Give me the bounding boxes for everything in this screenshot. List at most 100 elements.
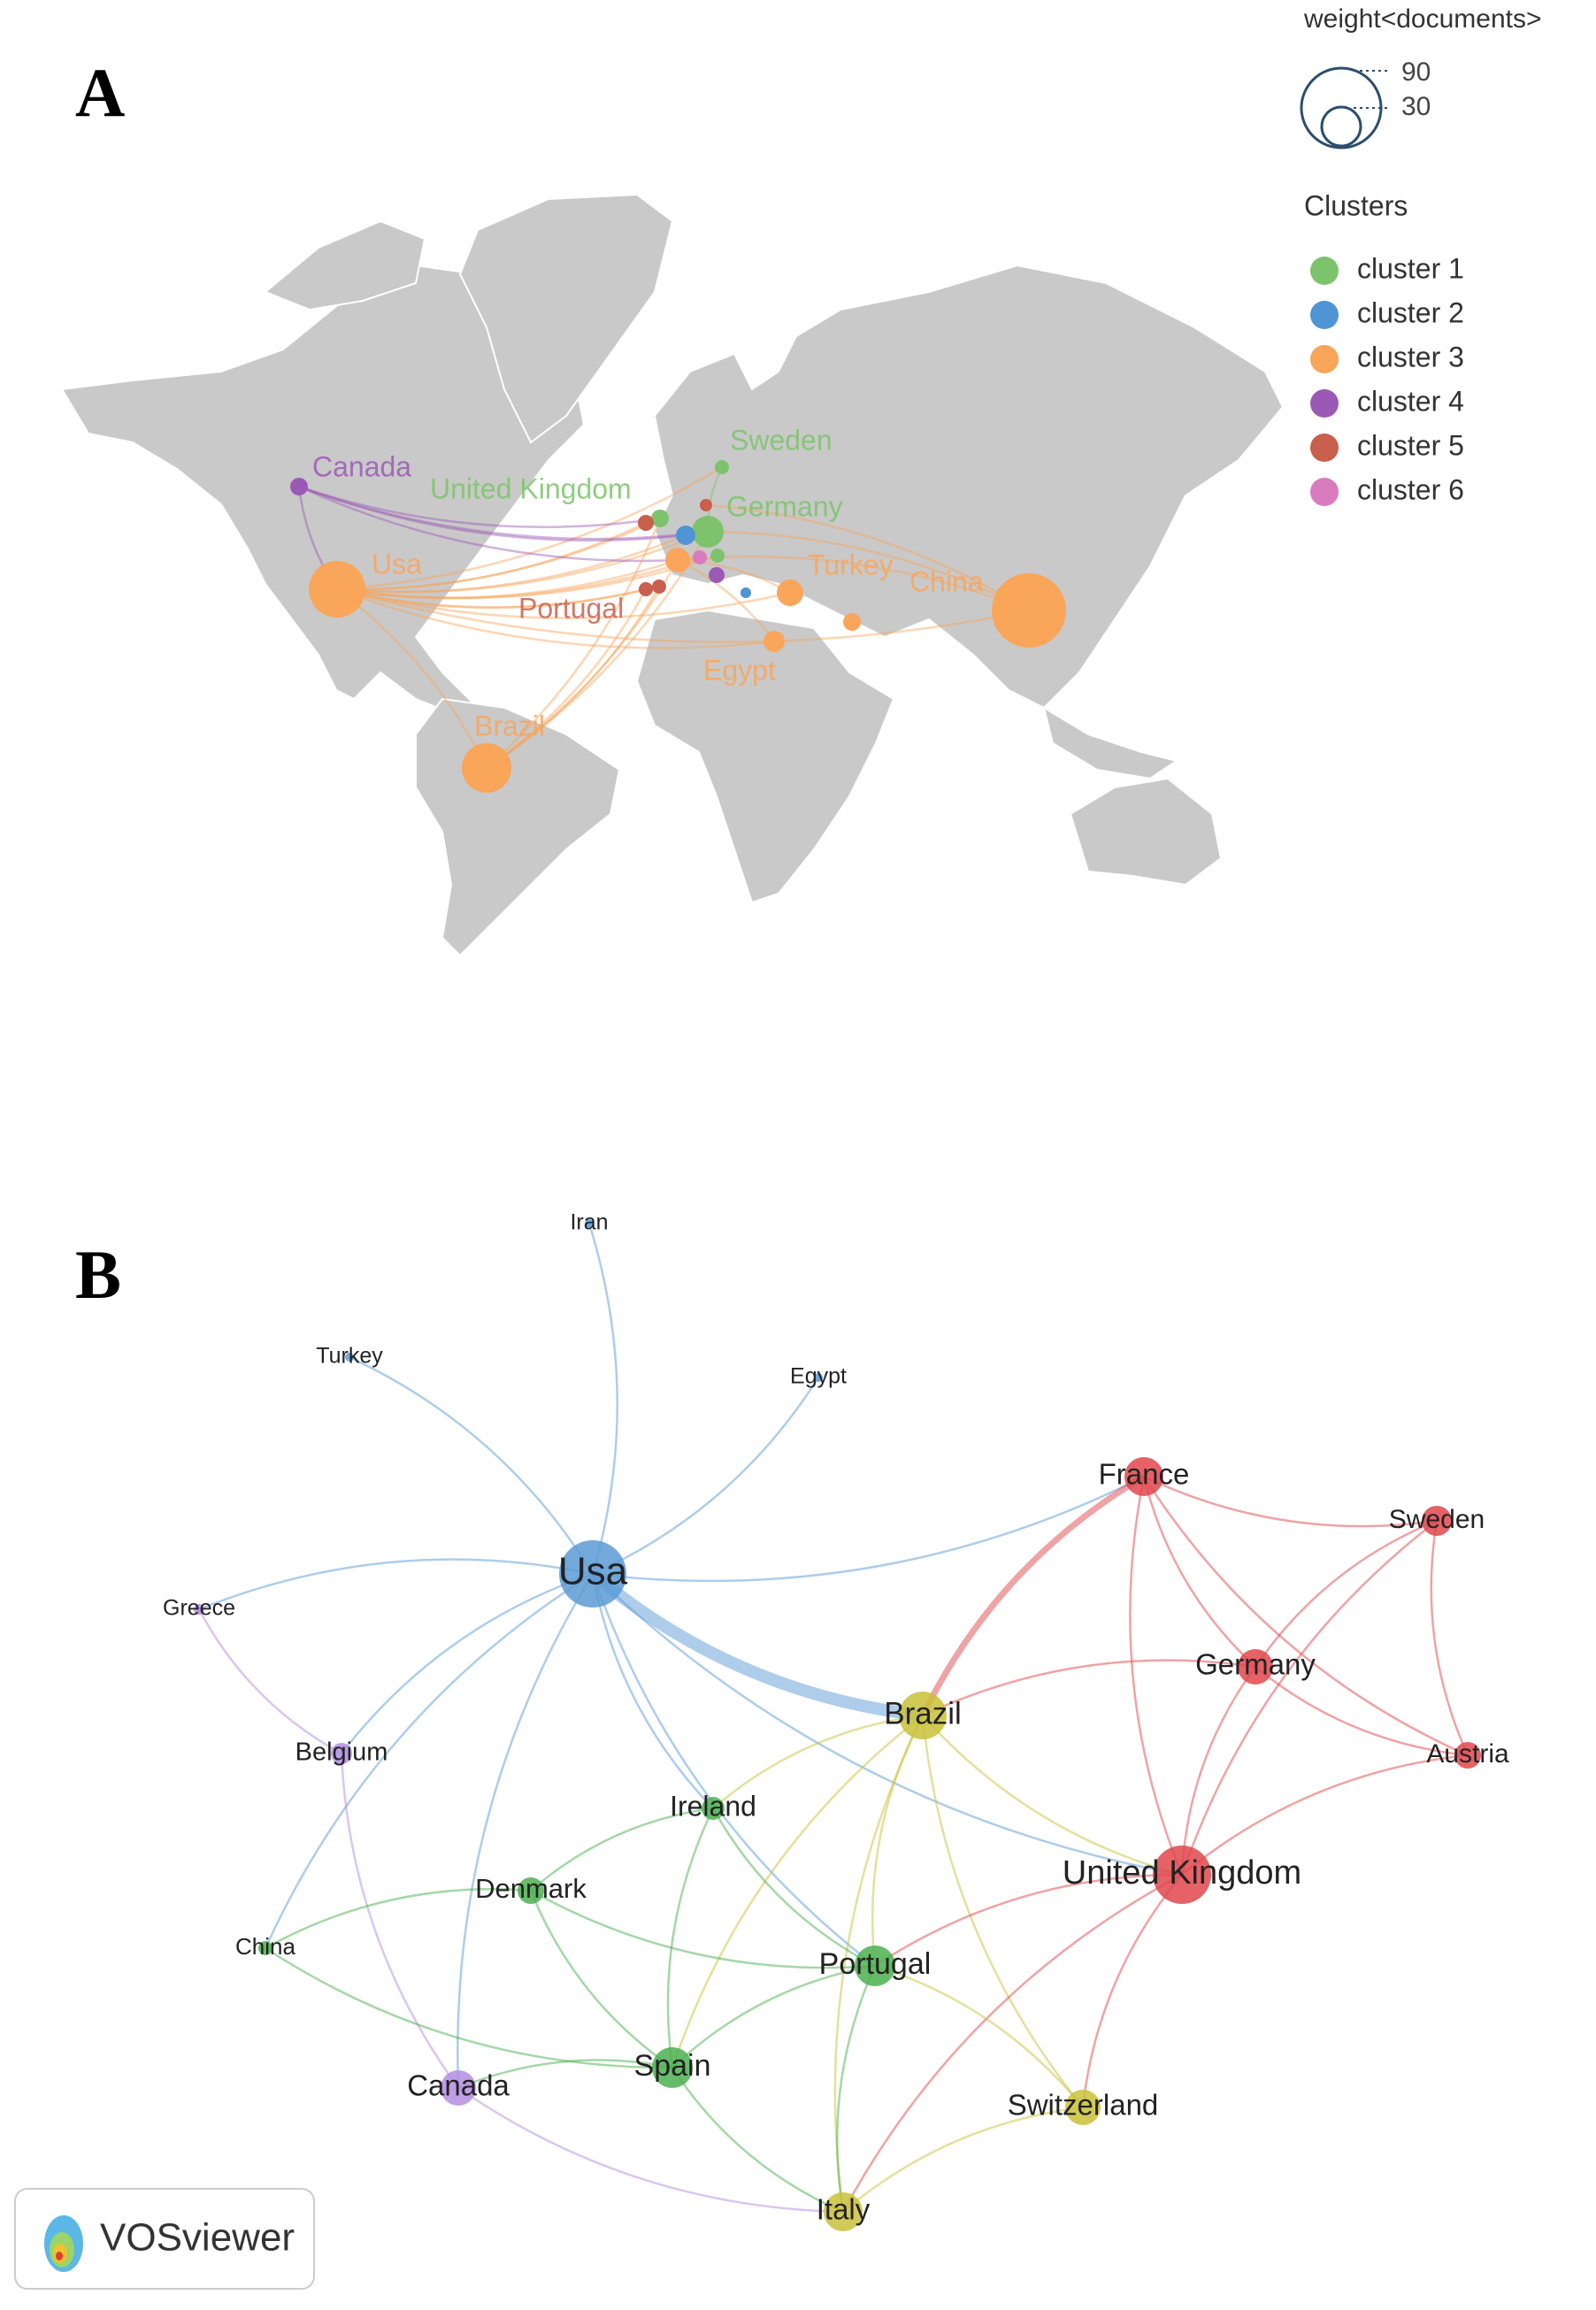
network-link bbox=[1180, 1520, 1438, 1876]
map-link bbox=[298, 485, 661, 529]
network-node-label: United Kingdom bbox=[1063, 1854, 1301, 1892]
network-link bbox=[712, 1714, 924, 1809]
network-node bbox=[1153, 1846, 1211, 1904]
network-node bbox=[824, 2192, 863, 2231]
map-node bbox=[665, 548, 690, 572]
legend-swatch bbox=[1310, 389, 1339, 418]
map-country-label: Sweden bbox=[730, 424, 833, 456]
brand-logo bbox=[44, 2215, 83, 2272]
legend-label: cluster 1 bbox=[1357, 252, 1464, 284]
map-link bbox=[336, 585, 660, 609]
network-node-label: Ireland bbox=[670, 1790, 756, 1822]
map-link bbox=[336, 517, 661, 591]
map-link bbox=[336, 587, 791, 619]
network-node-label: Portugal bbox=[819, 1947, 932, 1981]
network-node bbox=[585, 1219, 594, 1228]
map-node bbox=[992, 573, 1066, 648]
map-country-label: Canada bbox=[312, 450, 411, 482]
network-nodes: Iran Turkey Egypt Usa Greece France Sweden Germ… bbox=[163, 1210, 1509, 2231]
network-link bbox=[198, 1558, 594, 1611]
map-country-label: United Kingdom bbox=[430, 472, 632, 504]
north-america bbox=[60, 264, 586, 718]
map-link bbox=[677, 555, 1030, 612]
network-node bbox=[1238, 1649, 1273, 1685]
network-link bbox=[1129, 1476, 1184, 1876]
map-node bbox=[715, 460, 729, 474]
australia bbox=[1069, 777, 1223, 886]
network-link bbox=[341, 1572, 594, 1754]
map-country-label: Egypt bbox=[703, 654, 776, 686]
network-node bbox=[814, 1373, 823, 1382]
network-node bbox=[331, 1743, 352, 1764]
network-link bbox=[530, 1807, 714, 1892]
map-link bbox=[707, 530, 1030, 612]
arctic-islands bbox=[264, 219, 426, 311]
network-node-label: Austria bbox=[1426, 1739, 1509, 1769]
network-link bbox=[1081, 1874, 1183, 2108]
network-link bbox=[457, 1573, 595, 2089]
network-link bbox=[529, 1890, 673, 2069]
map-node bbox=[652, 579, 666, 594]
network-node-label: Germany bbox=[1195, 1648, 1316, 1681]
legend-label: cluster 5 bbox=[1357, 429, 1464, 461]
map-node bbox=[843, 613, 861, 631]
network-node bbox=[899, 1692, 947, 1739]
legend-swatch bbox=[1310, 257, 1339, 285]
network-link bbox=[1181, 1754, 1469, 1876]
greenland bbox=[458, 193, 674, 444]
network-link bbox=[530, 1889, 876, 1969]
map-node bbox=[709, 567, 725, 583]
network-link bbox=[1254, 1519, 1438, 1668]
map-nodes: Canada Usa Brazil United Kingdom Sweden Germa… bbox=[290, 424, 1066, 793]
map-link bbox=[336, 530, 709, 594]
map-link bbox=[298, 485, 687, 542]
cluster-legend: cluster 1 cluster 2 cluster 3 cluster 4 clus… bbox=[1310, 252, 1464, 506]
legend-swatch bbox=[1310, 434, 1339, 462]
network-node bbox=[345, 1353, 354, 1362]
map-node bbox=[651, 510, 669, 527]
legend-label: cluster 3 bbox=[1357, 341, 1464, 372]
network-node-label: Sweden bbox=[1389, 1505, 1485, 1534]
map-link bbox=[486, 586, 661, 770]
network-link bbox=[921, 1715, 1084, 2108]
map-node bbox=[777, 579, 803, 606]
map-link bbox=[298, 485, 679, 563]
network-link bbox=[671, 1715, 924, 2068]
network-link bbox=[457, 2086, 844, 2214]
map-node bbox=[676, 526, 695, 545]
network-node bbox=[559, 1540, 626, 1608]
network-link bbox=[841, 1873, 1183, 2213]
network-link bbox=[588, 1569, 924, 1722]
network-links bbox=[197, 1223, 1469, 2214]
network-node bbox=[194, 1604, 204, 1615]
network-link bbox=[591, 1573, 714, 1809]
network-node bbox=[258, 1941, 272, 1955]
map-link bbox=[336, 554, 718, 600]
map-link bbox=[336, 587, 1030, 643]
map-country-label: China bbox=[909, 565, 984, 597]
network-link bbox=[592, 1377, 820, 1576]
network-link bbox=[1143, 1475, 1438, 1528]
network-node-label: Spain bbox=[634, 2049, 711, 2083]
map-link bbox=[336, 587, 488, 769]
network-link bbox=[592, 1475, 1145, 1583]
cluster-legend-title: Clusters bbox=[1304, 189, 1408, 221]
map-link bbox=[677, 558, 791, 595]
network-node bbox=[702, 1797, 725, 1820]
network-link bbox=[340, 1753, 460, 2089]
network-link bbox=[671, 2067, 844, 2214]
network-link bbox=[197, 1608, 342, 1755]
network-link bbox=[591, 1573, 876, 1967]
map-link bbox=[677, 558, 776, 642]
network-link bbox=[871, 1715, 925, 1967]
map-link bbox=[336, 465, 723, 591]
map-link bbox=[336, 533, 687, 594]
map-country-label: Brazil bbox=[474, 710, 545, 741]
network-link bbox=[666, 1807, 715, 2068]
network-node-label: Egypt bbox=[790, 1364, 847, 1389]
legend-swatch bbox=[1310, 345, 1339, 373]
network-node-label: Turkey bbox=[316, 1344, 383, 1369]
network-node-label: Canada bbox=[407, 2069, 510, 2102]
map-node bbox=[740, 587, 751, 598]
